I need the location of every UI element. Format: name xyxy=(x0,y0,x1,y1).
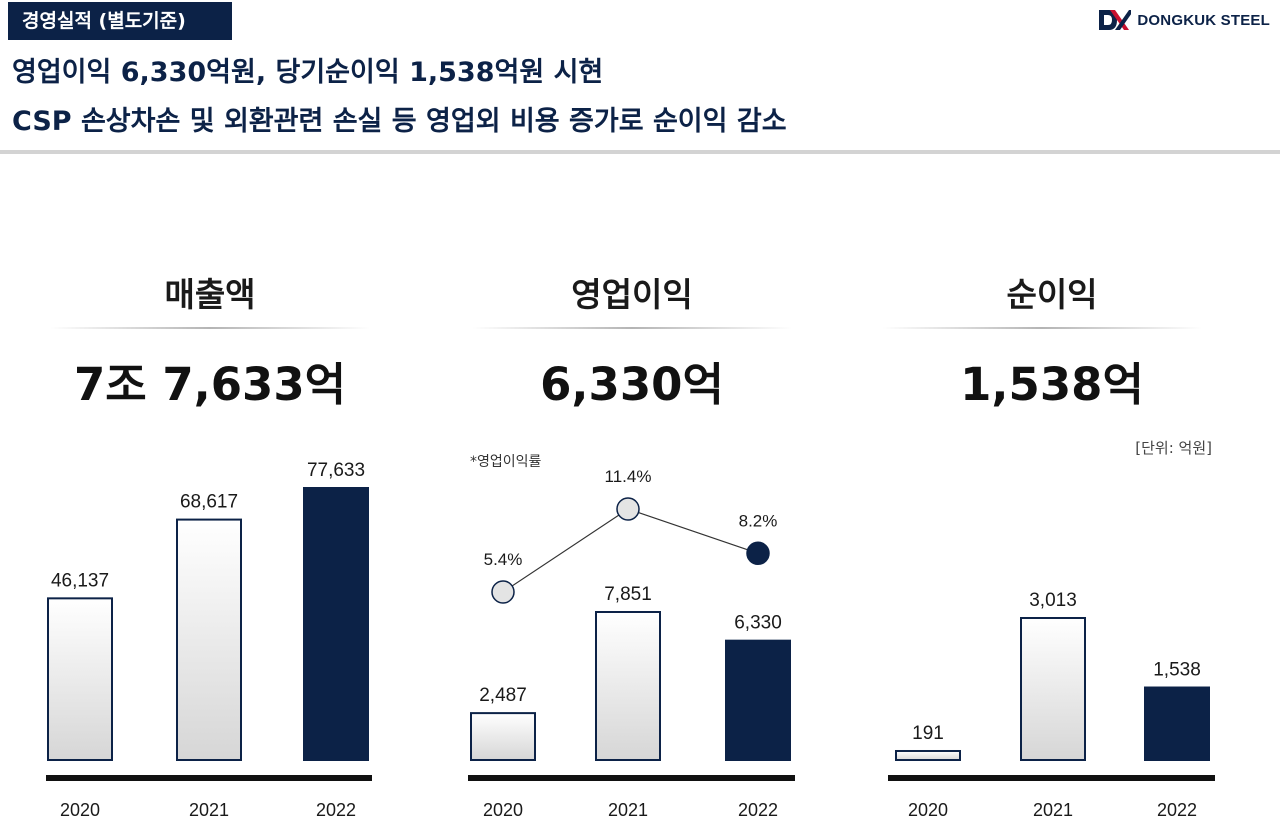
dongkuk-logo-icon xyxy=(1099,10,1132,30)
panel-title: 순이익 xyxy=(1006,275,1098,314)
bar-2020 xyxy=(470,712,536,761)
bar-value-label: 3,013 xyxy=(1029,590,1077,611)
bar-2022 xyxy=(303,487,369,761)
headline-line-1: 영업이익 6,330억원, 당기순이익 1,538억원 시현 xyxy=(12,57,604,88)
bar-value-label: 7,851 xyxy=(604,584,652,605)
bar-2020 xyxy=(895,749,961,762)
bar-value-label: 77,633 xyxy=(307,460,365,481)
bar-value-label: 68,617 xyxy=(180,492,238,513)
headline-line-2: CSP 손상차손 및 외환관련 손실 등 영업외 비용 증가로 순이익 감소 xyxy=(12,106,787,137)
year-label: 2021 xyxy=(189,800,229,820)
logo-text: DONGKUK STEEL xyxy=(1137,11,1270,29)
bar-value-label: 2,487 xyxy=(479,685,527,706)
bar-2021 xyxy=(1020,617,1086,761)
operating-margin-point xyxy=(746,541,770,566)
x-axis-line xyxy=(888,775,1215,781)
panel-total: 6,330억 xyxy=(540,358,724,411)
operating-margin-value: 11.4% xyxy=(605,467,652,486)
year-label: 2020 xyxy=(60,800,100,820)
panel-divider xyxy=(472,327,792,329)
year-label: 2020 xyxy=(908,800,948,820)
x-axis-line xyxy=(468,775,795,781)
header-divider xyxy=(0,150,1280,154)
panel-total: 1,538억 xyxy=(960,358,1144,411)
year-label: 2022 xyxy=(738,800,778,820)
operating-margin-value: 8.2% xyxy=(739,511,778,530)
bar-value-label: 191 xyxy=(912,723,944,744)
x-axis-line xyxy=(46,775,372,781)
unit-label: [단위: 억원] xyxy=(1135,439,1212,457)
panel-divider xyxy=(882,327,1202,329)
company-logo: DONGKUK STEEL xyxy=(1097,8,1270,32)
bar-value-label: 46,137 xyxy=(51,570,109,591)
section-tag: 경영실적 (별도기준) xyxy=(8,2,232,40)
year-label: 2021 xyxy=(608,800,648,820)
operating-margin-point xyxy=(616,497,640,521)
panel-operating-profit: 영업이익 6,330억 xyxy=(442,0,822,828)
panel-title: 매출액 xyxy=(164,275,256,314)
year-label: 2022 xyxy=(316,800,356,820)
bar-2021 xyxy=(595,611,661,761)
year-label: 2022 xyxy=(1157,800,1197,820)
panel-divider xyxy=(50,327,370,329)
bar-value-label: 1,538 xyxy=(1153,660,1201,681)
bar-2022 xyxy=(1144,686,1210,762)
year-label: 2020 xyxy=(483,800,523,820)
panel-revenue: 매출액 7조 7,633억 xyxy=(20,0,400,828)
bar-2020 xyxy=(47,597,113,762)
operating-margin-line xyxy=(502,508,759,593)
bar-value-label: 6,330 xyxy=(734,613,782,634)
panel-net-income: 순이익 1,538억 xyxy=(862,0,1242,828)
operating-margin-point xyxy=(491,580,515,604)
operating-margin-value: 5.4% xyxy=(484,550,523,569)
panel-total: 7조 7,633억 xyxy=(73,358,347,411)
bar-2022 xyxy=(725,639,791,762)
panel-title: 영업이익 xyxy=(571,275,693,314)
operating-margin-label: *영업이익률 xyxy=(470,454,542,470)
bar-2021 xyxy=(176,518,242,762)
year-label: 2021 xyxy=(1033,800,1073,820)
